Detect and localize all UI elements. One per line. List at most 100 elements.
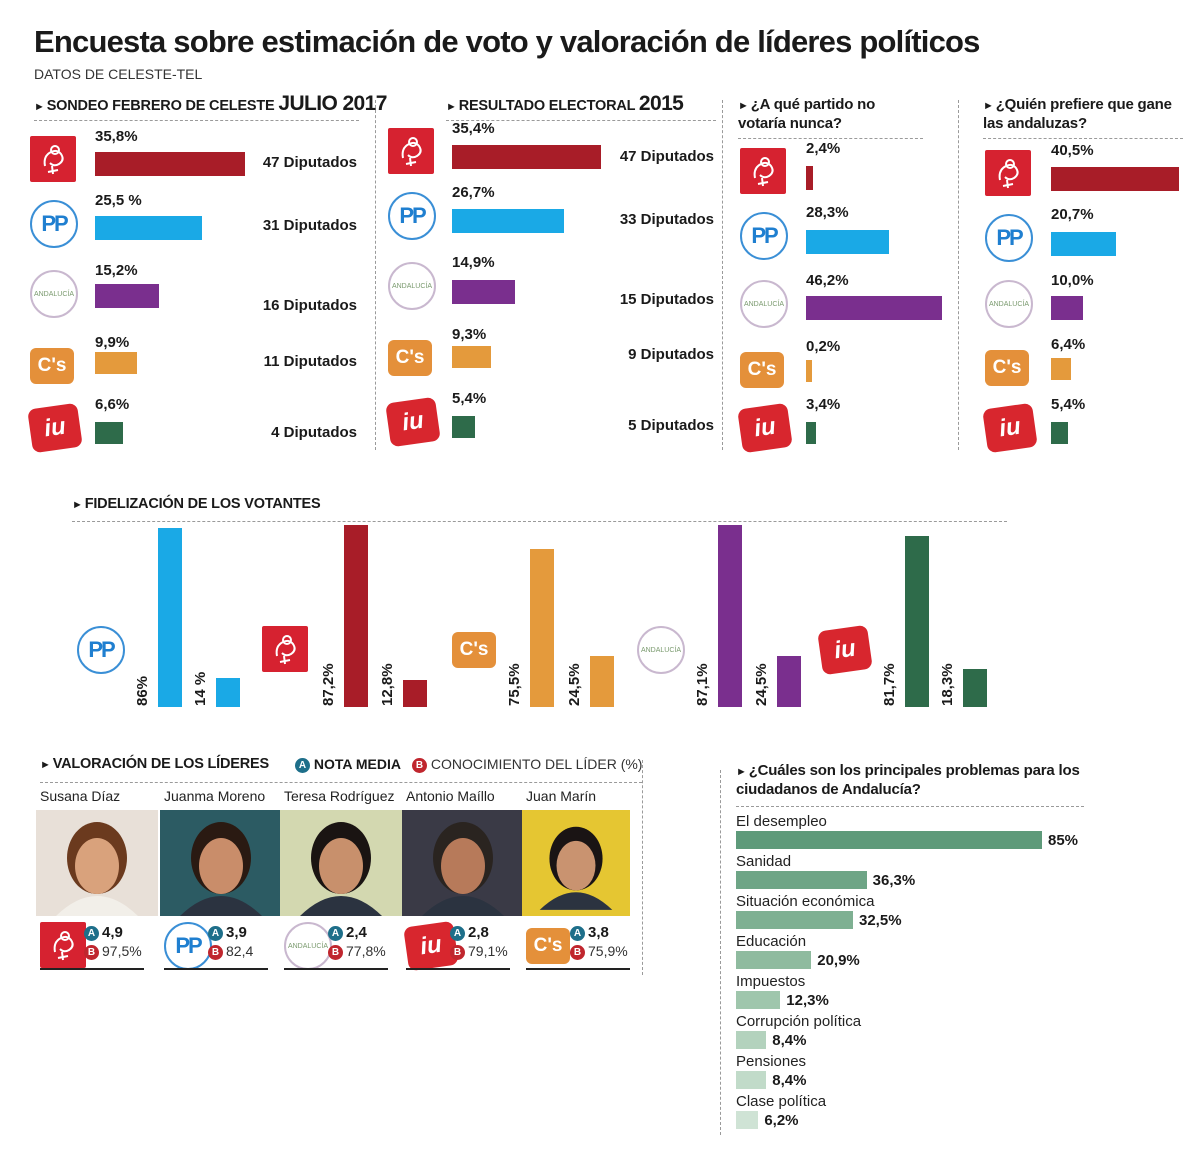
panel3-title: ¿A qué partido no votaría nunca? (738, 96, 876, 132)
value-label: 87,1% (694, 663, 711, 706)
value-label: 18,3% (939, 663, 956, 706)
conocimiento: B 77,8% (328, 943, 386, 960)
leader-photo (280, 810, 402, 916)
problem-label: Educación (736, 933, 807, 950)
bar-no-fieles-psoe (403, 680, 427, 707)
badge-a-icon: A (450, 925, 465, 941)
divider (736, 806, 1084, 807)
leaders-list: Susana Díaz A 4,9 B 97,5% Juanma Moreno PP A 3,9… (0, 0, 630, 972)
conocimiento-value: 97,5% (102, 943, 142, 959)
cs-logo-icon: C's (388, 340, 432, 376)
legend-nota-label: NOTA MEDIA (313, 756, 401, 772)
problem-value: 32,5% (859, 912, 902, 929)
conocimiento-value: 82,4 (226, 943, 254, 959)
podemos-logo-icon: ANDALUCÍA (284, 922, 332, 970)
bar-iu (452, 416, 475, 438)
bar-podemos (806, 296, 943, 320)
nota-media: A 3,9 (208, 924, 247, 941)
badge-b-icon: B (84, 944, 99, 960)
value-label: 9,3% (452, 326, 487, 343)
divider (983, 138, 1183, 139)
underline (526, 968, 630, 970)
podemos-logo-icon: ANDALUCÍA (30, 270, 78, 318)
conocimiento: B 97,5% (84, 943, 142, 960)
psoe-logo-icon (30, 136, 76, 182)
cs-logo-icon: C's (985, 350, 1029, 386)
panel4-title: ¿Quién prefiere que gane las andaluzas? (983, 96, 1172, 132)
leaders-heading: ► VALORACIÓN DE LOS LÍDERES (40, 756, 269, 772)
seats-label: 15 Diputados (619, 291, 714, 308)
bar-iu (1051, 422, 1068, 444)
podemos-logo-icon: ANDALUCÍA (740, 280, 788, 328)
podemos-logo-icon: ANDALUCÍA (637, 626, 685, 674)
pp-logo-icon: PP (30, 200, 78, 248)
value-label: 20,7% (1051, 206, 1094, 223)
bar-fieles-psoe (344, 525, 368, 707)
pp-logo-icon: PP (388, 192, 436, 240)
panel1-title-big: JULIO 2017 (278, 92, 387, 115)
badge-b-icon: B (412, 757, 427, 773)
problem-bar (736, 1071, 767, 1089)
nota-media: A 3,8 (570, 924, 609, 941)
cs-logo-icon: C's (526, 928, 570, 964)
seats-label: 47 Diputados (619, 148, 714, 165)
psoe-logo-icon (262, 626, 308, 672)
panel2-title-small: RESULTADO ELECTORAL (458, 98, 636, 114)
problem-value: 8,4% (772, 1072, 807, 1089)
problem-bar (736, 951, 812, 969)
value-label: 87,2% (320, 663, 337, 706)
bar-pp (95, 216, 203, 240)
bar-cs (95, 352, 137, 374)
problem-bar (736, 991, 781, 1009)
badge-b-icon: B (450, 944, 465, 960)
leader-photo (36, 810, 158, 916)
value-label: 6,4% (1051, 336, 1086, 353)
seats-label: 9 Diputados (628, 346, 714, 363)
panel3-chart: 2,4% PP 28,3% ANDALUCÍA 46,2% C's 0,2% iu 3,4% (0, 0, 943, 454)
conocimiento: B 79,1% (450, 943, 508, 960)
cs-logo-icon: C's (30, 348, 74, 384)
leader-photo (160, 810, 282, 916)
panel2-title-big: 2015 (638, 92, 684, 115)
value-label: 0,2% (806, 338, 841, 355)
nota-media: A 4,9 (84, 924, 123, 941)
seats-label: 31 Diputados (262, 217, 357, 234)
cs-logo-icon: C's (740, 352, 784, 388)
bar-psoe (452, 145, 601, 169)
divider (375, 100, 376, 450)
problem-label: Impuestos (736, 973, 806, 990)
bar-no-fieles-podemos (777, 655, 801, 707)
seats-label: 11 Diputados (263, 353, 357, 370)
underline (40, 968, 144, 970)
seats-label: 47 Diputados (262, 154, 357, 171)
problems-chart: El desempleo 85% Sanidad 36,3% Situación eco… (0, 0, 1078, 1129)
bar-fieles-iu (905, 536, 929, 707)
panel2-chart: 35,4% 47 Diputados PP 26,7% 33 Diputados ANDA… (0, 0, 714, 448)
problem-value: 12,3% (786, 992, 829, 1009)
problem-value: 85% (1048, 832, 1079, 849)
nota-media: A 2,4 (328, 924, 367, 941)
divider (720, 770, 721, 1135)
nota-value: 4,9 (102, 924, 123, 941)
problem-bar (736, 871, 867, 889)
value-label: 25,5 % (95, 192, 142, 209)
panel3-heading: ► ¿A qué partido no votaría nunca? (738, 96, 876, 132)
bar-cs (1051, 358, 1072, 380)
pp-logo-icon: PP (164, 922, 212, 970)
pp-logo-icon: PP (740, 212, 788, 260)
value-label: 5,4% (1051, 396, 1086, 413)
value-label: 35,4% (452, 120, 495, 137)
seats-label: 4 Diputados (271, 424, 357, 441)
fidelizacion-chart: PP 86% 14 % 87,2% 12,8% C's 75,5% 24,5% ANDALUCÍ… (0, 0, 987, 707)
divider (446, 120, 716, 121)
underline (406, 968, 510, 970)
nota-value: 2,8 (468, 924, 489, 941)
divider (958, 100, 959, 450)
iu-logo-icon: iu (817, 624, 873, 676)
badge-b-icon: B (208, 944, 223, 960)
legend-nota: A NOTA MEDIA (295, 756, 401, 773)
value-label: 28,3% (806, 204, 849, 221)
badge-a-icon: A (295, 757, 310, 773)
problem-bar (736, 1031, 767, 1049)
problem-value: 20,9% (817, 952, 860, 969)
